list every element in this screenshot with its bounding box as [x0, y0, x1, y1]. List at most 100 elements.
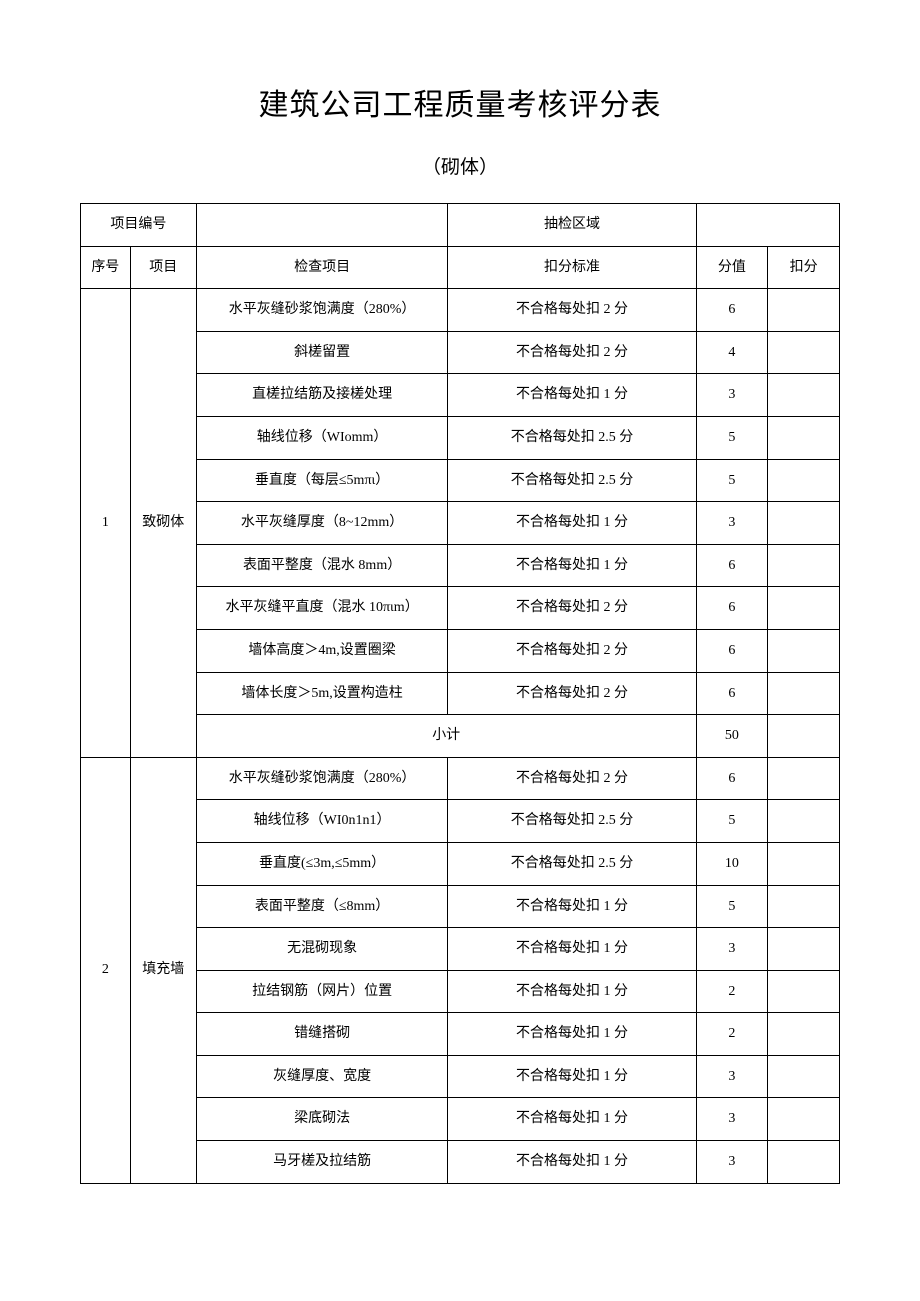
- check-cell: 无混砌现象: [196, 928, 448, 971]
- deduct-cell: [768, 289, 840, 332]
- deduct-cell: [768, 587, 840, 630]
- score-cell: 2: [696, 1013, 768, 1056]
- std-cell: 不合格每处扣 1 分: [448, 1141, 696, 1184]
- check-cell: 梁底砌法: [196, 1098, 448, 1141]
- check-cell: 水平灰缝砂浆饱满度（280%）: [196, 289, 448, 332]
- std-cell: 不合格每处扣 1 分: [448, 502, 696, 545]
- deduct-cell: [768, 757, 840, 800]
- check-cell: 灰缝厚度、宽度: [196, 1055, 448, 1098]
- std-cell: 不合格每处扣 2.5 分: [448, 459, 696, 502]
- meta-row: 项目编号 抽检区域: [81, 204, 840, 247]
- score-cell: 4: [696, 331, 768, 374]
- score-cell: 5: [696, 459, 768, 502]
- check-cell: 表面平整度（≤8mm）: [196, 885, 448, 928]
- score-cell: 3: [696, 374, 768, 417]
- std-cell: 不合格每处扣 1 分: [448, 1013, 696, 1056]
- seq-cell: 1: [81, 289, 131, 758]
- col-score: 分值: [696, 246, 768, 289]
- score-cell: 6: [696, 544, 768, 587]
- check-cell: 直槎拉结筋及接槎处理: [196, 374, 448, 417]
- column-header-row: 序号 项目 检查项目 扣分标准 分值 扣分: [81, 246, 840, 289]
- deduct-cell: [768, 800, 840, 843]
- score-cell: 2: [696, 970, 768, 1013]
- std-cell: 不合格每处扣 2 分: [448, 587, 696, 630]
- col-check: 检查项目: [196, 246, 448, 289]
- score-cell: 6: [696, 289, 768, 332]
- std-cell: 不合格每处扣 2 分: [448, 289, 696, 332]
- std-cell: 不合格每处扣 1 分: [448, 1098, 696, 1141]
- subtotal-score: 50: [696, 715, 768, 758]
- col-std: 扣分标准: [448, 246, 696, 289]
- area-value: [696, 204, 839, 247]
- score-table: 项目编号 抽检区域 序号 项目 检查项目 扣分标准 分值 扣分 1致砌体水平灰缝…: [80, 203, 840, 1184]
- check-cell: 垂直度（每层≤5mπι）: [196, 459, 448, 502]
- score-cell: 6: [696, 629, 768, 672]
- score-cell: 6: [696, 587, 768, 630]
- deduct-cell: [768, 416, 840, 459]
- check-cell: 拉结钢筋（网片）位置: [196, 970, 448, 1013]
- std-cell: 不合格每处扣 1 分: [448, 885, 696, 928]
- std-cell: 不合格每处扣 2 分: [448, 331, 696, 374]
- seq-cell: 2: [81, 757, 131, 1183]
- score-cell: 6: [696, 672, 768, 715]
- table-row: 1致砌体水平灰缝砂浆饱满度（280%）不合格每处扣 2 分6: [81, 289, 840, 332]
- deduct-cell: [768, 459, 840, 502]
- score-cell: 6: [696, 757, 768, 800]
- project-no-label: 项目编号: [81, 204, 197, 247]
- check-cell: 轴线位移（WI0n1n1）: [196, 800, 448, 843]
- col-deduct: 扣分: [768, 246, 840, 289]
- score-cell: 10: [696, 842, 768, 885]
- deduct-cell: [768, 502, 840, 545]
- subtotal-label: 小计: [196, 715, 696, 758]
- project-cell: 致砌体: [130, 289, 196, 758]
- deduct-cell: [768, 1013, 840, 1056]
- score-cell: 5: [696, 800, 768, 843]
- col-project: 项目: [130, 246, 196, 289]
- check-cell: 斜槎留置: [196, 331, 448, 374]
- check-cell: 墙体高度＞4m,设置圈梁: [196, 629, 448, 672]
- deduct-cell: [768, 331, 840, 374]
- check-cell: 马牙槎及拉结筋: [196, 1141, 448, 1184]
- std-cell: 不合格每处扣 2.5 分: [448, 800, 696, 843]
- std-cell: 不合格每处扣 1 分: [448, 374, 696, 417]
- std-cell: 不合格每处扣 1 分: [448, 1055, 696, 1098]
- std-cell: 不合格每处扣 2.5 分: [448, 416, 696, 459]
- page-title: 建筑公司工程质量考核评分表: [80, 80, 840, 124]
- check-cell: 轴线位移（WIomm）: [196, 416, 448, 459]
- std-cell: 不合格每处扣 1 分: [448, 970, 696, 1013]
- check-cell: 水平灰缝砂浆饱满度（280%）: [196, 757, 448, 800]
- std-cell: 不合格每处扣 2.5 分: [448, 842, 696, 885]
- check-cell: 垂直度(≤3m,≤5mm）: [196, 842, 448, 885]
- deduct-cell: [768, 629, 840, 672]
- deduct-cell: [768, 928, 840, 971]
- page-subtitle: （砌体）: [80, 152, 840, 179]
- deduct-cell: [768, 1098, 840, 1141]
- score-cell: 5: [696, 885, 768, 928]
- check-cell: 错缝搭砌: [196, 1013, 448, 1056]
- std-cell: 不合格每处扣 2 分: [448, 629, 696, 672]
- table-row: 2填充墙水平灰缝砂浆饱满度（280%）不合格每处扣 2 分6: [81, 757, 840, 800]
- area-label: 抽检区域: [448, 204, 696, 247]
- subtotal-deduct: [768, 715, 840, 758]
- score-cell: 3: [696, 1055, 768, 1098]
- deduct-cell: [768, 1141, 840, 1184]
- score-cell: 3: [696, 1141, 768, 1184]
- std-cell: 不合格每处扣 2 分: [448, 672, 696, 715]
- deduct-cell: [768, 672, 840, 715]
- deduct-cell: [768, 970, 840, 1013]
- std-cell: 不合格每处扣 1 分: [448, 544, 696, 587]
- deduct-cell: [768, 1055, 840, 1098]
- check-cell: 墙体长度＞5m,设置构造柱: [196, 672, 448, 715]
- deduct-cell: [768, 544, 840, 587]
- std-cell: 不合格每处扣 1 分: [448, 928, 696, 971]
- check-cell: 水平灰缝平直度（混水 10πιm）: [196, 587, 448, 630]
- score-cell: 5: [696, 416, 768, 459]
- score-cell: 3: [696, 502, 768, 545]
- check-cell: 水平灰缝厚度（8~12mm）: [196, 502, 448, 545]
- check-cell: 表面平整度（混水 8mm）: [196, 544, 448, 587]
- project-no-value: [196, 204, 448, 247]
- std-cell: 不合格每处扣 2 分: [448, 757, 696, 800]
- deduct-cell: [768, 885, 840, 928]
- col-seq: 序号: [81, 246, 131, 289]
- deduct-cell: [768, 842, 840, 885]
